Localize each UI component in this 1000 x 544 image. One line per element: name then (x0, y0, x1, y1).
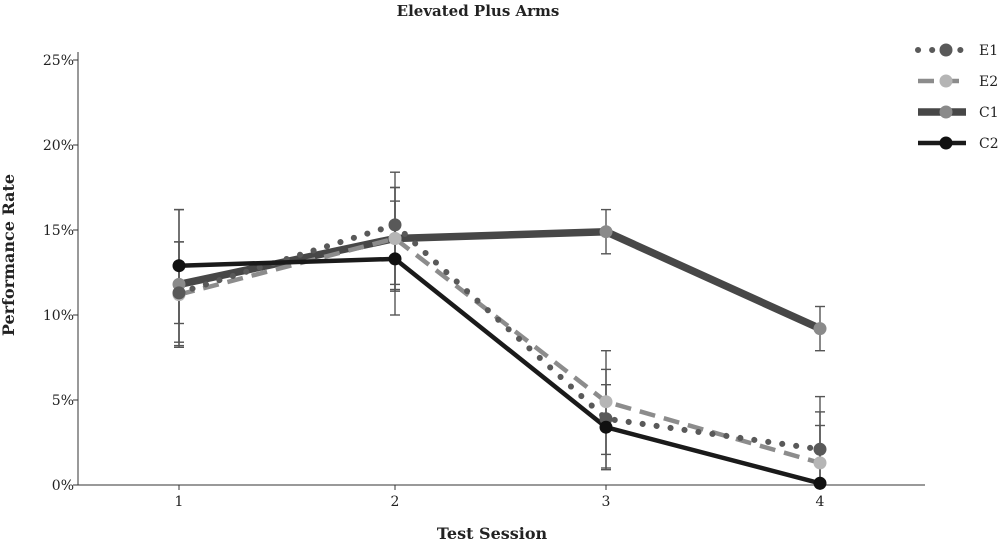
series-line-c1 (178, 227, 822, 333)
series-line-e2 (178, 236, 821, 466)
data-point-e1 (172, 286, 186, 300)
legend-marker-e2 (939, 74, 953, 88)
x-tick-label: 4 (816, 494, 825, 510)
y-tick-label: 25% (43, 53, 74, 69)
series-lines (176, 221, 823, 486)
data-point-e1 (388, 218, 402, 232)
data-points (172, 218, 827, 490)
y-tick-label: 20% (43, 138, 74, 154)
data-point-e2 (599, 395, 613, 409)
y-tick-label: 10% (43, 308, 74, 324)
data-point-c2 (813, 476, 827, 490)
x-axis-label: Test Session (437, 524, 548, 543)
data-point-c2 (388, 252, 402, 266)
series-line-e1 (176, 221, 823, 453)
y-tick-label: 15% (43, 223, 74, 239)
legend-marker-c1 (939, 105, 953, 119)
legend-marker-e1 (939, 43, 953, 57)
chart-title: Elevated Plus Arms (397, 2, 560, 20)
y-axis-label: Performance Rate (0, 174, 18, 336)
data-point-c2 (172, 259, 186, 273)
legend-label-c2: C2 (979, 136, 999, 152)
x-tick-label: 1 (175, 494, 184, 510)
y-tick-label: 5% (52, 393, 74, 409)
x-tick-label: 2 (391, 494, 400, 510)
legend-label-c1: C1 (979, 105, 999, 121)
data-point-e2 (388, 232, 402, 245)
legend-label-e1: E1 (979, 43, 998, 59)
data-point-c1 (599, 225, 613, 239)
legend-marker-c2 (939, 136, 953, 150)
legend-label-e2: E2 (979, 74, 998, 90)
legend: E1 E2 C1 C2 (915, 43, 999, 152)
y-tick-label: 0% (52, 478, 74, 494)
data-point-c1 (813, 322, 827, 336)
data-point-e2 (813, 456, 827, 470)
series-line-c2 (178, 256, 821, 486)
x-tick-label: 3 (602, 494, 611, 510)
data-point-c2 (599, 420, 613, 434)
data-point-e1 (813, 442, 827, 456)
